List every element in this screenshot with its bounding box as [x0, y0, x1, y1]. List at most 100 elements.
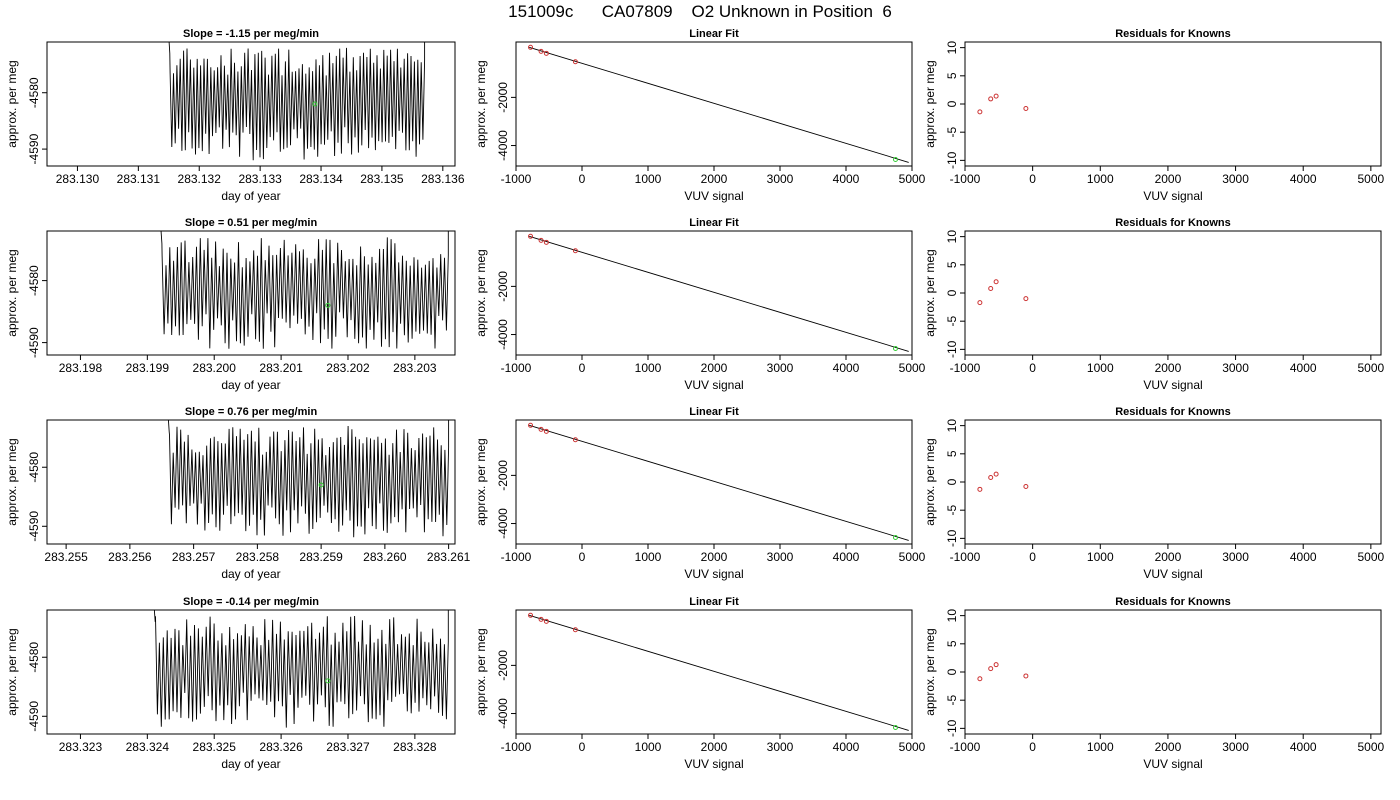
signal-line	[168, 42, 426, 161]
x-axis-label: day of year	[221, 189, 280, 203]
x-tick-label: 283.255	[44, 550, 88, 564]
panel-time-series-row-0: Slope = -1.15 per meg/min 283.130 283.131 2…	[5, 28, 465, 203]
unknown-point	[325, 302, 331, 308]
plot-area	[529, 614, 909, 731]
panel-title: Residuals for Knowns	[1115, 406, 1231, 418]
x-tick-label: -1000	[501, 550, 532, 564]
x-tick-label: 1000	[1087, 550, 1114, 564]
y-tick-label: 5	[945, 640, 959, 647]
x-tick-label: 2000	[701, 740, 728, 754]
x-tick-label: 1000	[1087, 361, 1114, 375]
y-tick-label: -5	[945, 695, 959, 706]
x-tick-label: 283.130	[56, 172, 100, 186]
y-tick-label: -5	[945, 127, 959, 138]
residual-point	[1023, 296, 1029, 302]
plot-frame	[964, 609, 1382, 735]
known-point	[572, 248, 578, 254]
x-axis-label: day of year	[221, 757, 280, 771]
x-tick-label: 283.326	[259, 740, 303, 754]
residual-point	[988, 285, 994, 291]
panel-title: Linear Fit	[689, 406, 739, 418]
panel-title: Slope = 0.51 per meg/min	[185, 217, 318, 229]
y-tick-label: -4590	[27, 133, 41, 164]
fit-line	[529, 46, 909, 163]
x-tick-label: 5000	[899, 550, 926, 564]
y-tick-label: -4590	[27, 327, 41, 358]
x-axis-label: VUV signal	[1143, 757, 1202, 771]
y-axis-label: approx. per meg	[923, 249, 937, 336]
y-tick-label: 0	[945, 289, 959, 296]
x-tick-label: 0	[579, 172, 586, 186]
plot-area	[529, 424, 909, 541]
y-axis-label: approx. per meg	[923, 60, 937, 147]
x-tick-label: -1000	[950, 740, 981, 754]
x-tick-label: 283.131	[117, 172, 161, 186]
x-tick-label: 4000	[833, 172, 860, 186]
x-tick-label: 283.324	[126, 740, 170, 754]
y-axis-label: approx. per meg	[5, 628, 19, 715]
known-point	[538, 48, 544, 54]
x-tick-label: 283.136	[421, 172, 465, 186]
panel-linear-fit-row-1: Linear Fit -1000 0 1000 2000 3000 4000 5000 -200…	[474, 217, 926, 392]
y-tick-label: 10	[945, 609, 959, 623]
x-tick-label: 4000	[833, 740, 860, 754]
fit-line	[529, 424, 909, 541]
known-point	[528, 422, 534, 428]
x-tick-label: 0	[1029, 172, 1036, 186]
y-axis-label: approx. per meg	[474, 249, 488, 336]
y-tick-label: 0	[945, 100, 959, 107]
residual-point	[977, 300, 983, 306]
y-axis-label: approx. per meg	[5, 249, 19, 336]
x-tick-label: 0	[1029, 550, 1036, 564]
x-tick-label: 0	[1029, 740, 1036, 754]
residual-point	[1023, 673, 1029, 679]
y-tick-label: -4590	[27, 511, 41, 542]
x-tick-label: 283.202	[326, 361, 370, 375]
y-tick-label: -4000	[496, 130, 510, 161]
panel-residuals-row-1: Residuals for Knowns -1000 0 1000 2000 3000 40…	[923, 217, 1385, 392]
y-tick-label: -5	[945, 505, 959, 516]
residual-point	[988, 666, 994, 672]
x-tick-label: 283.258	[236, 550, 280, 564]
known-point	[528, 612, 534, 618]
figure-title: 151009c CA07809 O2 Unknown in Position 6	[508, 2, 892, 21]
signal-line	[153, 610, 449, 728]
x-tick-label: 283.133	[238, 172, 282, 186]
x-tick-label: 283.325	[193, 740, 237, 754]
y-tick-label: -2000	[496, 271, 510, 302]
panel-title: Residuals for Knowns	[1115, 28, 1231, 40]
plot-area	[168, 42, 426, 161]
y-tick-label: 0	[945, 478, 959, 485]
x-tick-label: 0	[579, 361, 586, 375]
x-tick-label: 5000	[1358, 550, 1385, 564]
unknown-point	[325, 678, 331, 684]
y-axis-label: approx. per meg	[923, 438, 937, 525]
y-axis-label: approx. per meg	[474, 438, 488, 525]
plot-area	[529, 46, 909, 163]
unknown-point	[312, 101, 318, 107]
y-tick-label: -2000	[496, 650, 510, 681]
panel-residuals-row-2: Residuals for Knowns -1000 0 1000 2000 3000 40…	[923, 406, 1385, 581]
y-tick-label: 0	[945, 668, 959, 675]
known-point	[543, 618, 549, 624]
x-tick-label: -1000	[501, 740, 532, 754]
y-tick-label: -4580	[27, 77, 41, 108]
residual-point	[993, 662, 999, 668]
x-axis-label: VUV signal	[1143, 189, 1202, 203]
x-tick-label: 2000	[1155, 550, 1182, 564]
y-tick-label: -2000	[496, 82, 510, 113]
x-axis-label: VUV signal	[684, 189, 743, 203]
residual-point	[1023, 106, 1029, 112]
y-axis-label: approx. per meg	[923, 628, 937, 715]
panel-time-series-row-1: Slope = 0.51 per meg/min 283.198 283.199 28…	[5, 217, 456, 392]
panel-linear-fit-row-2: Linear Fit -1000 0 1000 2000 3000 4000 5000 -200…	[474, 406, 926, 581]
x-tick-label: 2000	[1155, 361, 1182, 375]
x-tick-label: 2000	[701, 550, 728, 564]
known-point	[538, 426, 544, 432]
fit-line	[529, 614, 909, 731]
x-tick-label: 283.132	[178, 172, 222, 186]
panel-linear-fit-row-0: Linear Fit -1000 0 1000 2000 3000 4000 5000 -200…	[474, 28, 926, 203]
plot-area	[167, 420, 450, 538]
known-point	[543, 239, 549, 245]
